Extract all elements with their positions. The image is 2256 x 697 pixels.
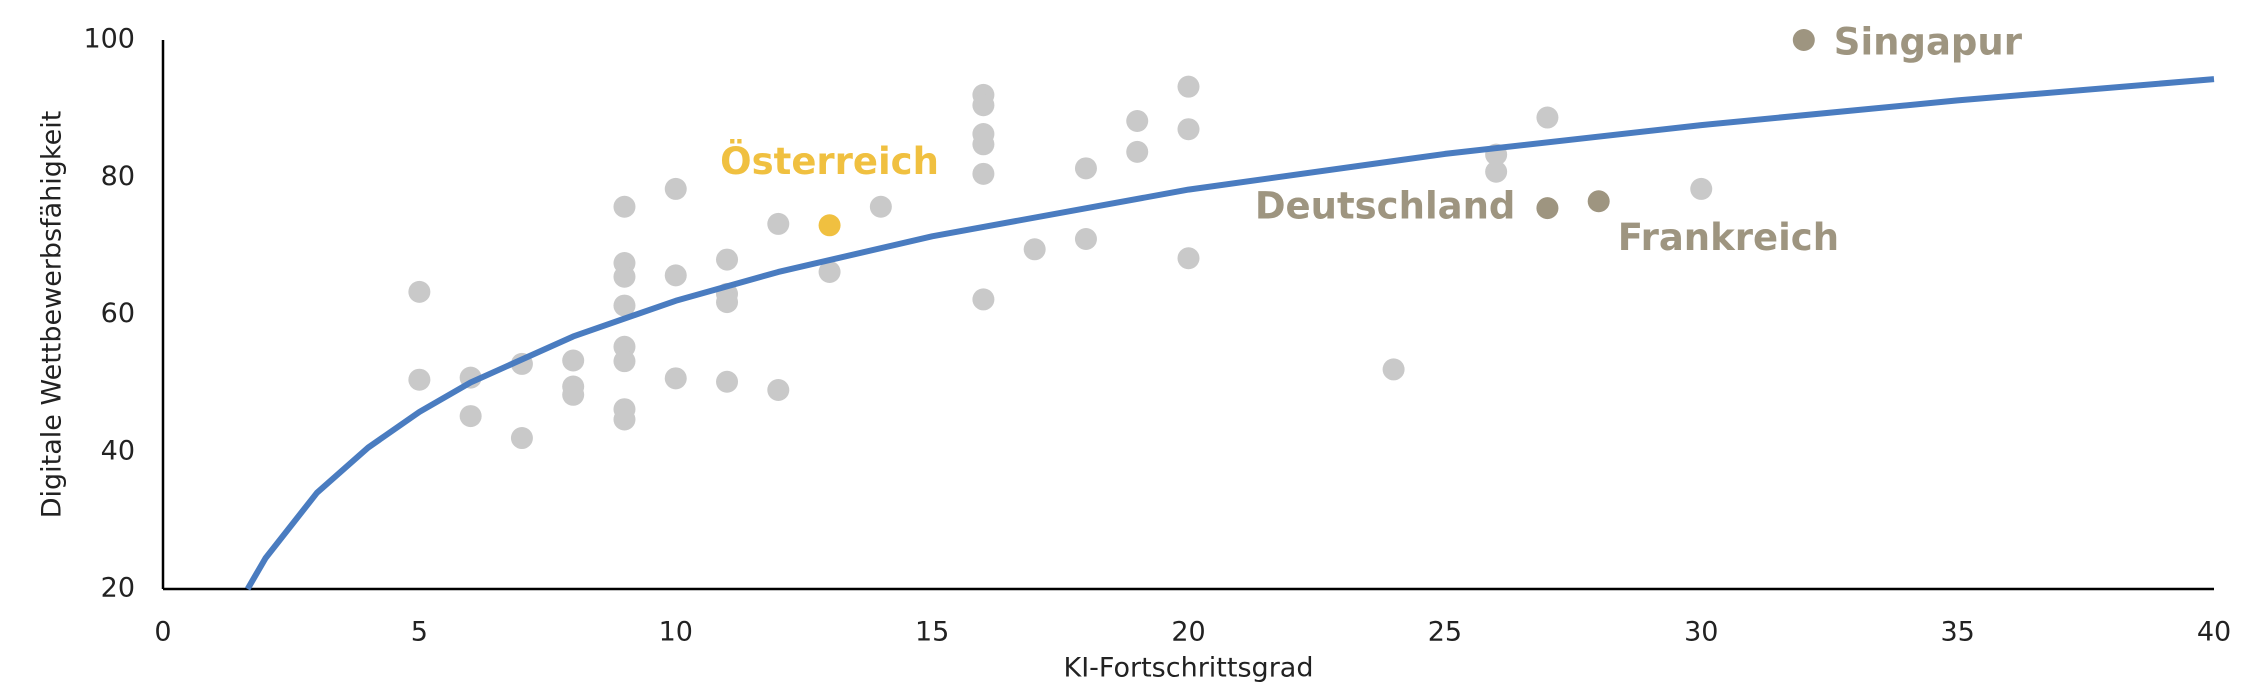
x-tick-label: 30 <box>1684 617 1718 648</box>
y-tick-label: 60 <box>101 298 135 329</box>
x-tick-label: 15 <box>915 617 949 648</box>
data-point <box>510 427 533 450</box>
data-point <box>1536 197 1559 220</box>
x-tick-label: 35 <box>1940 617 1974 648</box>
x-tick-label: 20 <box>1171 617 1205 648</box>
data-point <box>716 248 739 271</box>
data-point <box>562 383 585 406</box>
data-point <box>1536 106 1559 129</box>
data-point <box>818 214 841 237</box>
x-tick-label: 40 <box>2197 617 2231 648</box>
data-point <box>818 260 841 283</box>
data-point <box>408 280 431 303</box>
y-axis-title: Digitale Wettbewerbsfähigkeit <box>37 111 68 519</box>
data-point <box>1177 118 1200 141</box>
data-point <box>1126 109 1149 132</box>
data-point <box>869 195 892 218</box>
data-point <box>664 177 687 200</box>
x-axis-title: KI-Fortschrittsgrad <box>1064 653 1314 684</box>
data-point <box>664 264 687 287</box>
data-point <box>613 195 636 218</box>
data-point <box>1177 247 1200 270</box>
data-point <box>1126 140 1149 163</box>
data-point <box>972 133 995 156</box>
data-point <box>562 349 585 372</box>
data-point <box>1177 75 1200 98</box>
data-point <box>1074 228 1097 251</box>
data-point <box>613 265 636 288</box>
data-point <box>613 408 636 431</box>
data-point <box>767 378 790 401</box>
data-point <box>716 370 739 393</box>
x-tick-label: 0 <box>154 617 171 648</box>
y-tick-label: 80 <box>101 161 135 192</box>
data-point <box>972 94 995 117</box>
data-point <box>1792 29 1815 51</box>
data-point <box>1074 157 1097 180</box>
trend-line <box>245 76 2215 591</box>
data-point <box>613 350 636 373</box>
y-tick-label: 40 <box>101 435 135 466</box>
y-tick-label: 100 <box>83 24 135 55</box>
data-point <box>459 405 482 428</box>
data-point <box>1690 177 1713 200</box>
data-point <box>972 288 995 311</box>
data-point <box>767 212 790 235</box>
x-tick-label: 5 <box>411 617 428 648</box>
data-point <box>1023 238 1046 261</box>
data-point <box>1485 160 1508 183</box>
data-point <box>1382 358 1405 381</box>
data-point <box>613 294 636 317</box>
data-point <box>664 367 687 390</box>
y-tick-label: 20 <box>101 573 135 604</box>
point-label: Österreich <box>720 139 939 183</box>
data-point <box>408 368 431 391</box>
x-tick-label: 25 <box>1428 617 1462 648</box>
point-label: Singapur <box>1834 21 2023 64</box>
point-label: Frankreich <box>1618 216 1839 259</box>
data-point <box>716 291 739 314</box>
point-label: Deutschland <box>1255 185 1516 228</box>
data-point <box>972 162 995 185</box>
data-point <box>1587 190 1610 213</box>
x-tick-label: 10 <box>659 617 693 648</box>
